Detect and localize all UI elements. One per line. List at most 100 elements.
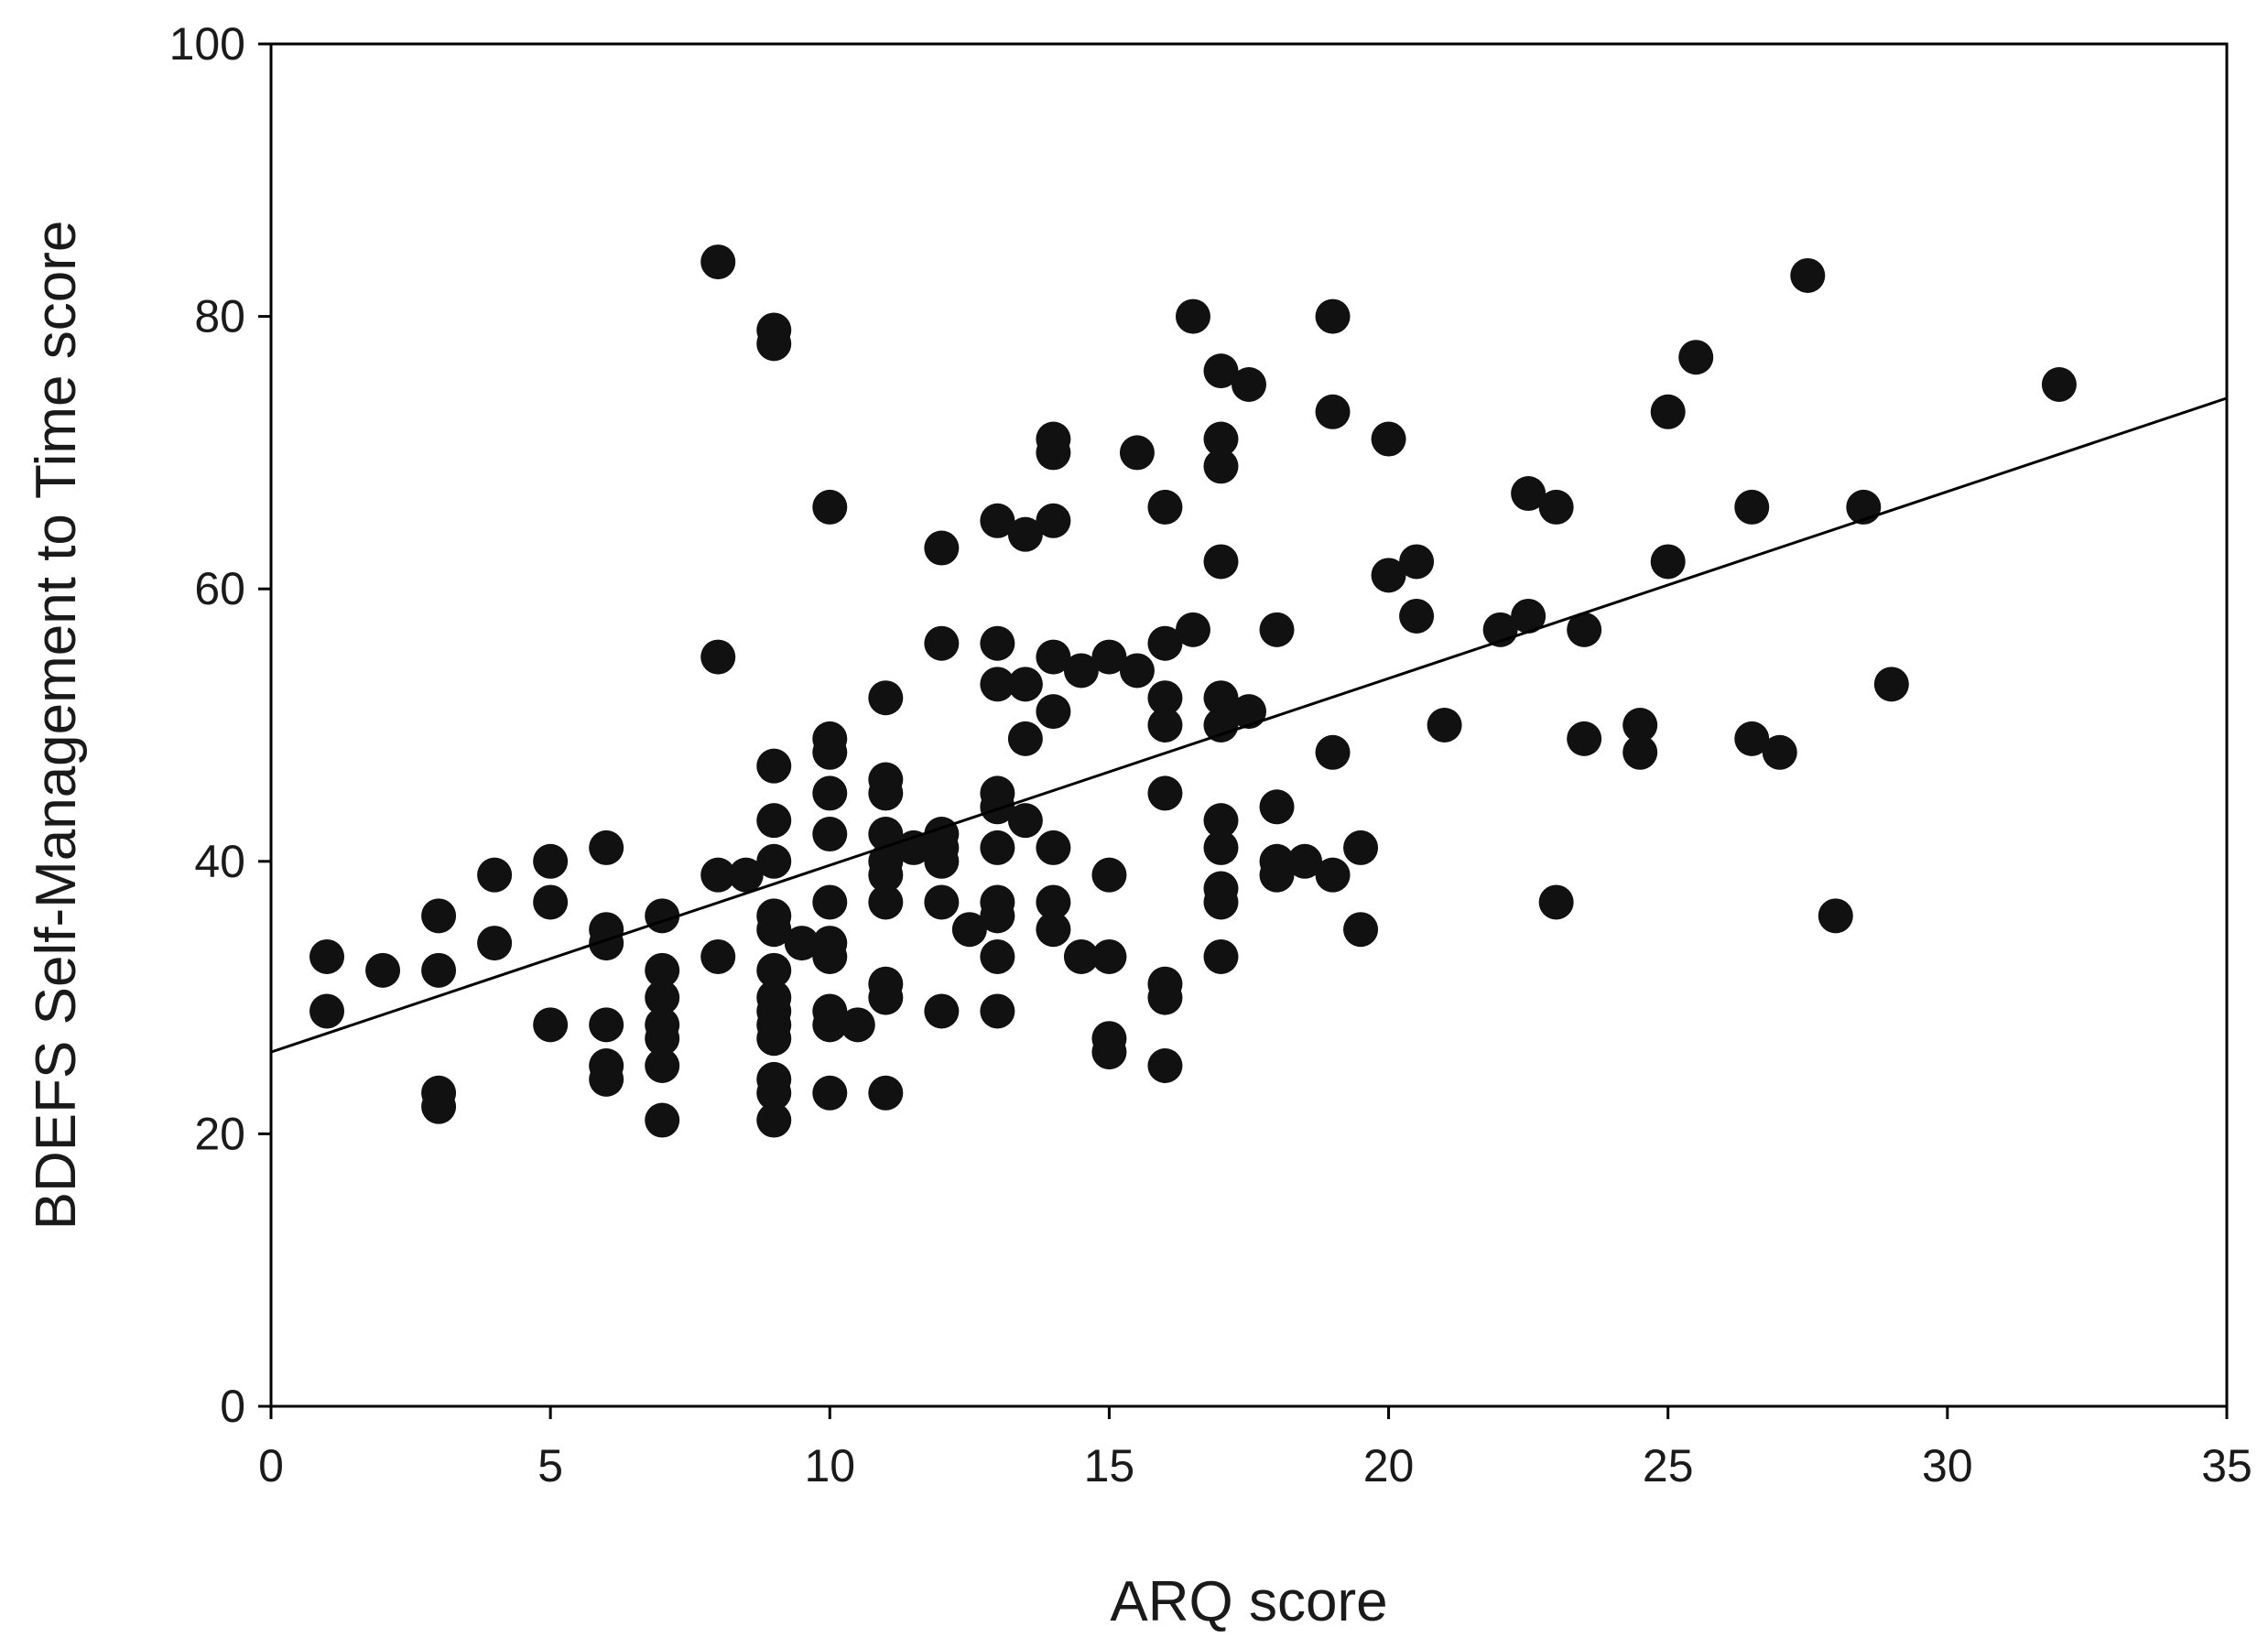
data-point xyxy=(645,952,680,988)
data-point xyxy=(309,993,345,1029)
data-point xyxy=(477,857,513,893)
data-point xyxy=(1538,489,1574,525)
data-points xyxy=(309,244,2077,1138)
data-point xyxy=(309,938,345,974)
data-point xyxy=(868,857,904,893)
data-point xyxy=(700,244,736,280)
data-point xyxy=(1734,721,1770,756)
data-point xyxy=(1315,857,1351,893)
data-point xyxy=(1175,298,1210,334)
y-tick-label: 60 xyxy=(194,563,245,614)
data-point xyxy=(1678,340,1714,375)
data-point xyxy=(1315,734,1351,770)
data-point xyxy=(1036,435,1071,471)
data-point xyxy=(1622,734,1658,770)
data-point xyxy=(980,625,1015,661)
data-point xyxy=(812,734,848,770)
data-point xyxy=(980,829,1015,865)
data-point xyxy=(1063,938,1099,974)
data-point xyxy=(1147,1048,1183,1083)
data-point xyxy=(1371,558,1406,593)
x-axis-ticks: 0 5 10 15 20 25 30 35 xyxy=(258,1406,2252,1491)
data-point xyxy=(980,667,1015,702)
data-point xyxy=(533,843,569,879)
data-point xyxy=(1203,803,1239,839)
data-point xyxy=(1203,938,1239,974)
data-point xyxy=(1315,394,1351,429)
data-point xyxy=(756,1075,792,1111)
data-point xyxy=(645,1048,680,1083)
data-point xyxy=(1119,435,1155,471)
data-point xyxy=(1007,721,1043,756)
data-point xyxy=(1147,489,1183,525)
data-point xyxy=(980,898,1015,934)
data-point xyxy=(868,775,904,811)
data-point xyxy=(1371,421,1406,457)
data-point xyxy=(1203,544,1239,580)
data-point xyxy=(700,639,736,675)
x-tick-label: 5 xyxy=(537,1440,563,1491)
y-axis-ticks: 0 20 40 60 80 100 xyxy=(169,18,271,1432)
data-point xyxy=(756,748,792,784)
data-point xyxy=(1036,884,1071,920)
data-point xyxy=(868,980,904,1015)
data-point xyxy=(1818,898,1853,934)
data-point xyxy=(924,843,960,879)
data-point xyxy=(1036,912,1071,948)
x-tick-label: 10 xyxy=(804,1440,855,1491)
data-point xyxy=(365,952,401,988)
data-point xyxy=(645,980,680,1015)
data-point xyxy=(645,1021,680,1057)
y-tick-label: 40 xyxy=(194,836,245,887)
data-point xyxy=(700,938,736,974)
data-point xyxy=(589,1007,624,1043)
y-tick-label: 0 xyxy=(220,1381,245,1432)
data-point xyxy=(924,993,960,1029)
data-point xyxy=(533,884,569,920)
data-point xyxy=(1259,857,1295,893)
data-point xyxy=(1232,694,1266,730)
data-point xyxy=(1203,829,1239,865)
data-point xyxy=(589,926,624,961)
data-point xyxy=(812,938,848,974)
data-point xyxy=(1036,694,1071,730)
data-point xyxy=(421,952,457,988)
data-point xyxy=(1007,803,1043,839)
data-point xyxy=(1203,708,1239,743)
data-point xyxy=(756,326,792,362)
data-point xyxy=(1091,938,1127,974)
data-point xyxy=(756,912,792,948)
data-point xyxy=(1873,667,1909,702)
data-point xyxy=(728,857,764,893)
data-point xyxy=(1147,625,1183,661)
plot-border xyxy=(269,42,2229,1408)
data-point xyxy=(1734,489,1770,525)
data-point xyxy=(1232,367,1266,402)
data-point xyxy=(1343,829,1379,865)
x-tick-label: 35 xyxy=(2201,1440,2252,1491)
data-point xyxy=(2041,367,2077,402)
data-point xyxy=(1147,680,1183,716)
y-axis-title: BDEFS Self-Management to Time score xyxy=(25,221,88,1231)
data-point xyxy=(812,1007,848,1043)
data-point xyxy=(924,884,960,920)
data-point xyxy=(1147,980,1183,1015)
data-point xyxy=(1399,544,1435,580)
data-point xyxy=(1567,612,1602,647)
data-point xyxy=(924,530,960,566)
y-tick-label: 80 xyxy=(194,291,245,342)
data-point xyxy=(812,884,848,920)
data-point xyxy=(589,829,624,865)
data-point xyxy=(1091,1035,1127,1070)
data-point xyxy=(589,1061,624,1097)
data-point xyxy=(980,993,1015,1029)
data-point xyxy=(784,926,819,961)
data-point xyxy=(756,1021,792,1057)
data-point xyxy=(1622,708,1658,743)
data-point xyxy=(1036,829,1071,865)
data-point xyxy=(1399,598,1435,634)
data-point xyxy=(1762,734,1797,770)
data-point xyxy=(533,1007,569,1043)
data-point xyxy=(1007,516,1043,552)
